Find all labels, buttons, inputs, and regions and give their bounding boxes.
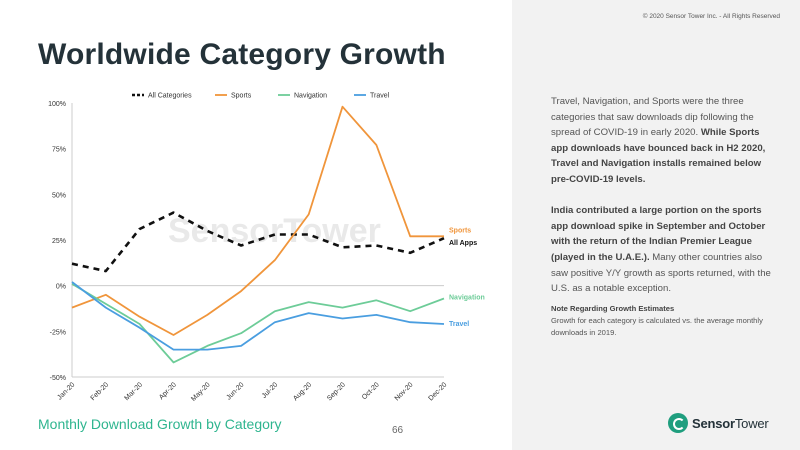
- chart-subtitle: Monthly Download Growth by Category: [38, 416, 282, 432]
- logo-text-tower: Tower: [734, 415, 769, 431]
- x-tick-label: Mar-20: [123, 381, 144, 402]
- commentary-p1-bold: While Sports app downloads have bounced …: [551, 127, 766, 185]
- logo-text-sensor: Sensor: [692, 415, 735, 431]
- commentary-p1-plain: Travel, Navigation, and Sports were the …: [551, 96, 754, 139]
- x-tick-label: Aug-20: [292, 381, 313, 402]
- x-tick-label: May-20: [190, 381, 212, 403]
- watermark: SensorTower: [168, 212, 381, 250]
- commentary-paragraph-1: Travel, Navigation, and Sports were the …: [551, 94, 773, 188]
- page-title: Worldwide Category Growth: [38, 38, 446, 71]
- series-line-sports: [71, 105, 444, 336]
- y-tick-label: 100%: [48, 101, 66, 108]
- legend-label: Travel: [370, 93, 390, 100]
- line-chart: -50% -25% 0% 25% 50% 75% 100% Jan-20 Feb-20 Mar-2…: [48, 93, 485, 403]
- y-tick-label: 25%: [52, 238, 66, 245]
- y-tick-label: 50%: [52, 192, 66, 199]
- x-tick-label: Apr-20: [158, 381, 178, 401]
- legend-label: Sports: [231, 93, 252, 100]
- commentary: Travel, Navigation, and Sports were the …: [551, 94, 773, 312]
- x-tick-label: Jul-20: [261, 381, 280, 400]
- logo-icon: [668, 413, 688, 433]
- note-title: Note Regarding Growth Estimates: [551, 304, 675, 313]
- x-tick-label: Sep-20: [326, 381, 347, 402]
- growth-note: Note Regarding Growth Estimates Growth f…: [551, 303, 776, 339]
- x-tick-label: Nov-20: [394, 381, 415, 402]
- commentary-p2-bold: India contributed a large portion on the…: [551, 205, 766, 263]
- series-line-navigation: [71, 283, 445, 364]
- x-tick-label: Feb-20: [90, 381, 111, 402]
- series-end-label: Sports: [449, 227, 471, 234]
- commentary-paragraph-2: India contributed a large portion on the…: [551, 203, 773, 297]
- note-body: Growth for each category is calculated v…: [551, 316, 763, 337]
- side-panel: [512, 0, 800, 450]
- x-tick-label: Jan-20: [56, 381, 76, 401]
- series-line-travel: [71, 281, 445, 351]
- page-number: 66: [392, 425, 404, 436]
- legend-label: All Categories: [148, 93, 192, 100]
- y-tick-label: 75%: [52, 147, 66, 154]
- y-tick-label: 0%: [56, 284, 66, 291]
- series-end-label: Travel: [449, 321, 469, 328]
- copyright-text: © 2020 Sensor Tower Inc. - All Rights Re…: [642, 13, 780, 20]
- series-end-label: All Apps: [449, 240, 477, 247]
- series-line-all-categories: [71, 211, 445, 273]
- series-end-label: Navigation: [449, 294, 485, 301]
- x-tick-label: Oct-20: [361, 381, 381, 401]
- sensor-tower-logo: SensorTower: [668, 413, 769, 433]
- x-tick-label: Dec-20: [427, 381, 448, 402]
- logo-text: SensorTower: [692, 416, 769, 431]
- y-tick-label: -25%: [50, 329, 66, 336]
- commentary-p2-plain: Many other countries also saw positive Y…: [551, 251, 771, 295]
- x-tick-label: Jun-20: [225, 381, 245, 401]
- legend-label: Navigation: [294, 93, 327, 100]
- y-tick-label: -50%: [50, 375, 66, 382]
- chart-area: [0, 0, 512, 450]
